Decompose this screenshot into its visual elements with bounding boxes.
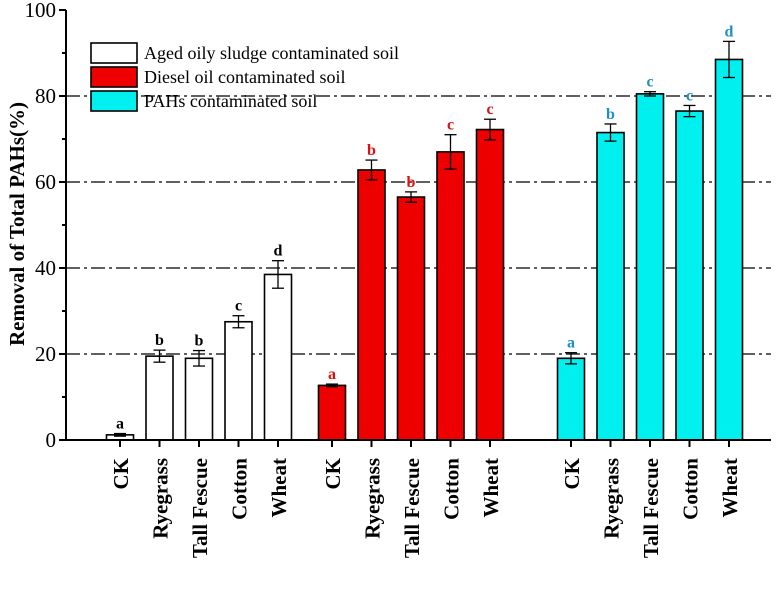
axes: CK Ryegrass Tall Fescue Cotton Wheat CK Ryegra… <box>25 0 771 558</box>
x-tick-label: Tall Fescue <box>188 458 212 558</box>
bar <box>224 320 253 441</box>
legend-label: Diesel oil contaminated soil <box>144 67 345 87</box>
x-tick-label: Wheat <box>267 458 291 518</box>
x-tick-label: CK <box>109 457 133 489</box>
bars: a b b c d a b b c c a b c c d <box>105 23 744 441</box>
significance-label: c <box>646 74 653 91</box>
x-tick-label: Ryegrass <box>149 458 173 539</box>
bar <box>714 58 744 441</box>
legend-swatch <box>90 42 138 64</box>
x-tick-label: CK <box>321 457 345 489</box>
x-tick-label: Ryegrass <box>361 458 385 539</box>
significance-label: c <box>235 298 242 315</box>
significance-label: c <box>447 117 454 134</box>
bar <box>475 128 505 441</box>
y-tick-label: 40 <box>35 256 56 280</box>
significance-label: b <box>367 142 376 159</box>
significance-label: b <box>407 174 416 191</box>
bar <box>635 93 665 441</box>
bar <box>596 131 625 441</box>
legend: Aged oily sludge contaminated soil Diesel… <box>90 42 399 112</box>
legend-label: Aged oily sludge contaminated soil <box>144 43 399 63</box>
bar <box>263 273 293 441</box>
significance-label: c <box>686 87 693 104</box>
significance-label: a <box>567 335 575 352</box>
y-tick-label: 0 <box>46 428 57 452</box>
legend-label: PAHs contaminated soil <box>144 91 317 111</box>
legend-swatch <box>90 90 138 112</box>
legend-swatch <box>90 66 138 88</box>
x-tick-label: Cotton <box>679 458 703 520</box>
significance-label: c <box>486 101 493 118</box>
x-tick-label: Wheat <box>718 458 742 518</box>
bar <box>675 110 704 441</box>
y-tick-label: 60 <box>35 170 56 194</box>
x-tick-label: Cotton <box>440 458 464 520</box>
x-tick-label: Tall Fescue <box>400 458 424 558</box>
y-tick-label: 20 <box>35 342 56 366</box>
significance-label: a <box>328 366 336 383</box>
y-tick-label: 80 <box>35 84 56 108</box>
bar <box>436 151 465 441</box>
y-tick-label: 100 <box>25 0 57 22</box>
bar <box>396 196 426 441</box>
bar <box>184 357 214 441</box>
significance-label: d <box>274 243 283 260</box>
bar <box>317 384 347 441</box>
bar <box>357 169 386 441</box>
significance-label: b <box>606 106 615 123</box>
significance-label: d <box>725 23 734 40</box>
x-tick-label: Wheat <box>479 458 503 518</box>
x-tick-label: Cotton <box>228 458 252 520</box>
x-tick-label: Ryegrass <box>600 458 624 539</box>
significance-label: a <box>116 416 124 433</box>
bar <box>556 357 586 441</box>
significance-label: b <box>195 333 204 350</box>
x-tick-label: CK <box>560 457 584 489</box>
significance-label: b <box>155 332 164 349</box>
x-tick-label: Tall Fescue <box>639 458 663 558</box>
y-axis-label: Removal of Total PAHs(%) <box>5 102 29 346</box>
bar <box>145 355 174 441</box>
